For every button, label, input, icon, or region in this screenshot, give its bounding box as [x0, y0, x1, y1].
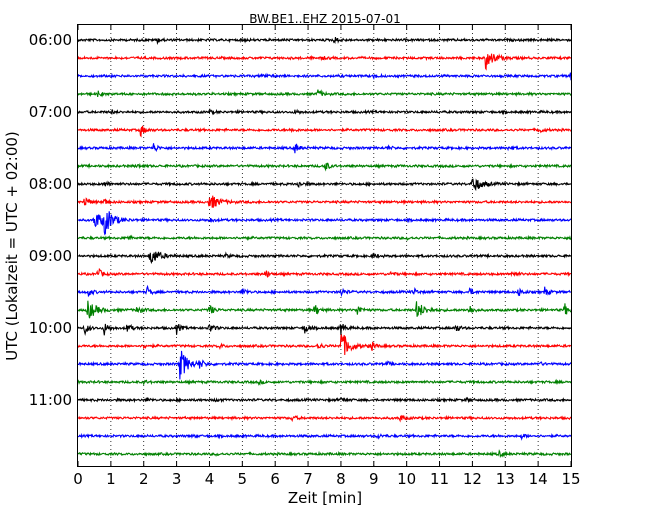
x-tick-label: 6: [270, 470, 280, 488]
x-tick-label: 15: [561, 470, 580, 488]
trace-line: [78, 36, 571, 45]
y-tick-label: 10:00: [29, 319, 72, 337]
x-tick-label: 2: [139, 470, 149, 488]
trace-line: [78, 449, 571, 459]
y-tick-label: 08:00: [29, 175, 72, 193]
trace-line: [78, 432, 571, 441]
x-axis-ticks: 0 1 2 3 4 5 6 7 8 9 10 11 12 13 14 15: [73, 25, 581, 488]
chart-title: BW.BE1..EHZ 2015-07-01: [249, 12, 401, 26]
trace-line: [78, 414, 571, 423]
x-tick-label: 10: [397, 470, 416, 488]
trace-line: [78, 378, 571, 386]
trace-line: [78, 396, 571, 404]
trace-line: [78, 89, 571, 98]
y-tick-label: 06:00: [29, 31, 72, 49]
x-tick-label: 8: [336, 470, 346, 488]
y-axis-ticks: 06:00 07:00 08:00 09:00 10:00 11:00: [29, 31, 571, 409]
trace-line: [78, 300, 571, 319]
trace-line: [78, 107, 571, 116]
trace-line: [78, 72, 571, 81]
x-tick-label: 14: [529, 470, 548, 488]
trace-line: [78, 350, 571, 380]
trace-line: [78, 234, 571, 241]
trace-line: [78, 211, 571, 236]
trace-line: [78, 178, 571, 192]
trace-line: [78, 143, 571, 154]
x-tick-label: 4: [205, 470, 215, 488]
x-tick-label: 13: [496, 470, 515, 488]
trace-line: [78, 267, 571, 278]
x-tick-label: 11: [430, 470, 449, 488]
x-tick-label: 12: [463, 470, 482, 488]
y-tick-label: 07:00: [29, 103, 72, 121]
x-tick-label: 9: [369, 470, 379, 488]
x-tick-label: 1: [106, 470, 116, 488]
trace-line: [78, 323, 571, 336]
y-tick-label: 09:00: [29, 247, 72, 265]
x-tick-label: 5: [238, 470, 248, 488]
x-tick-label: 0: [73, 470, 83, 488]
plot-frame: [77, 24, 572, 467]
trace-line: [78, 162, 571, 172]
trace-line: [78, 195, 571, 208]
y-tick-label: 11:00: [29, 391, 72, 409]
trace-line: [78, 333, 571, 356]
trace-line: [78, 125, 571, 138]
x-tick-label: 3: [172, 470, 182, 488]
x-axis-label: Zeit [min]: [288, 489, 362, 507]
trace-line: [78, 53, 571, 71]
trace-line: [78, 251, 571, 265]
grid-lines: [110, 25, 539, 466]
traces: [78, 36, 571, 459]
trace-line: [78, 284, 571, 298]
y-axis-label: UTC (Lokalzeit = UTC + 02:00): [3, 131, 21, 361]
x-tick-label: 7: [303, 470, 313, 488]
